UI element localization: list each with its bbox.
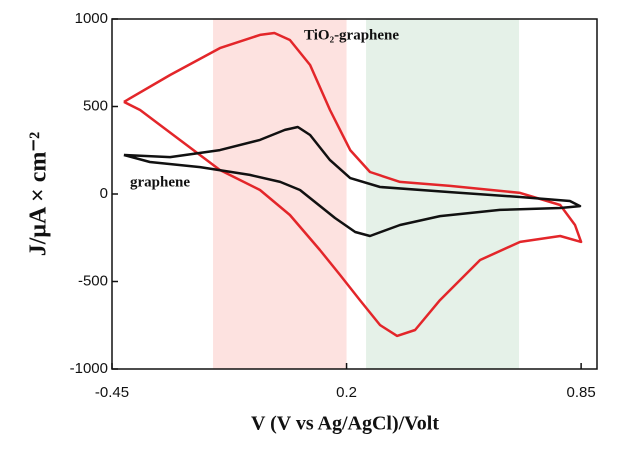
shaded-region [213, 19, 347, 369]
x-tick-label: 0.85 [567, 384, 596, 401]
y-tick-label: 1000 [75, 10, 108, 27]
annotation: TiO₂-graphene [304, 27, 399, 43]
x-tick-label: 0.2 [336, 384, 357, 401]
annotation: graphene [130, 174, 190, 190]
y-axis-label: J/μA × cm⁻² [26, 132, 52, 256]
y-tick-label: -1000 [70, 360, 108, 377]
y-tick-label: 500 [83, 97, 108, 114]
series-line [123, 31, 583, 338]
x-tick-label: -0.45 [95, 384, 129, 401]
shaded-region [366, 19, 520, 369]
y-tick-label: -500 [78, 272, 108, 289]
series-line [123, 125, 582, 238]
x-axis-label: V (V vs Ag/AgCl)/Volt [251, 413, 439, 435]
y-tick-label: 0 [100, 185, 108, 202]
